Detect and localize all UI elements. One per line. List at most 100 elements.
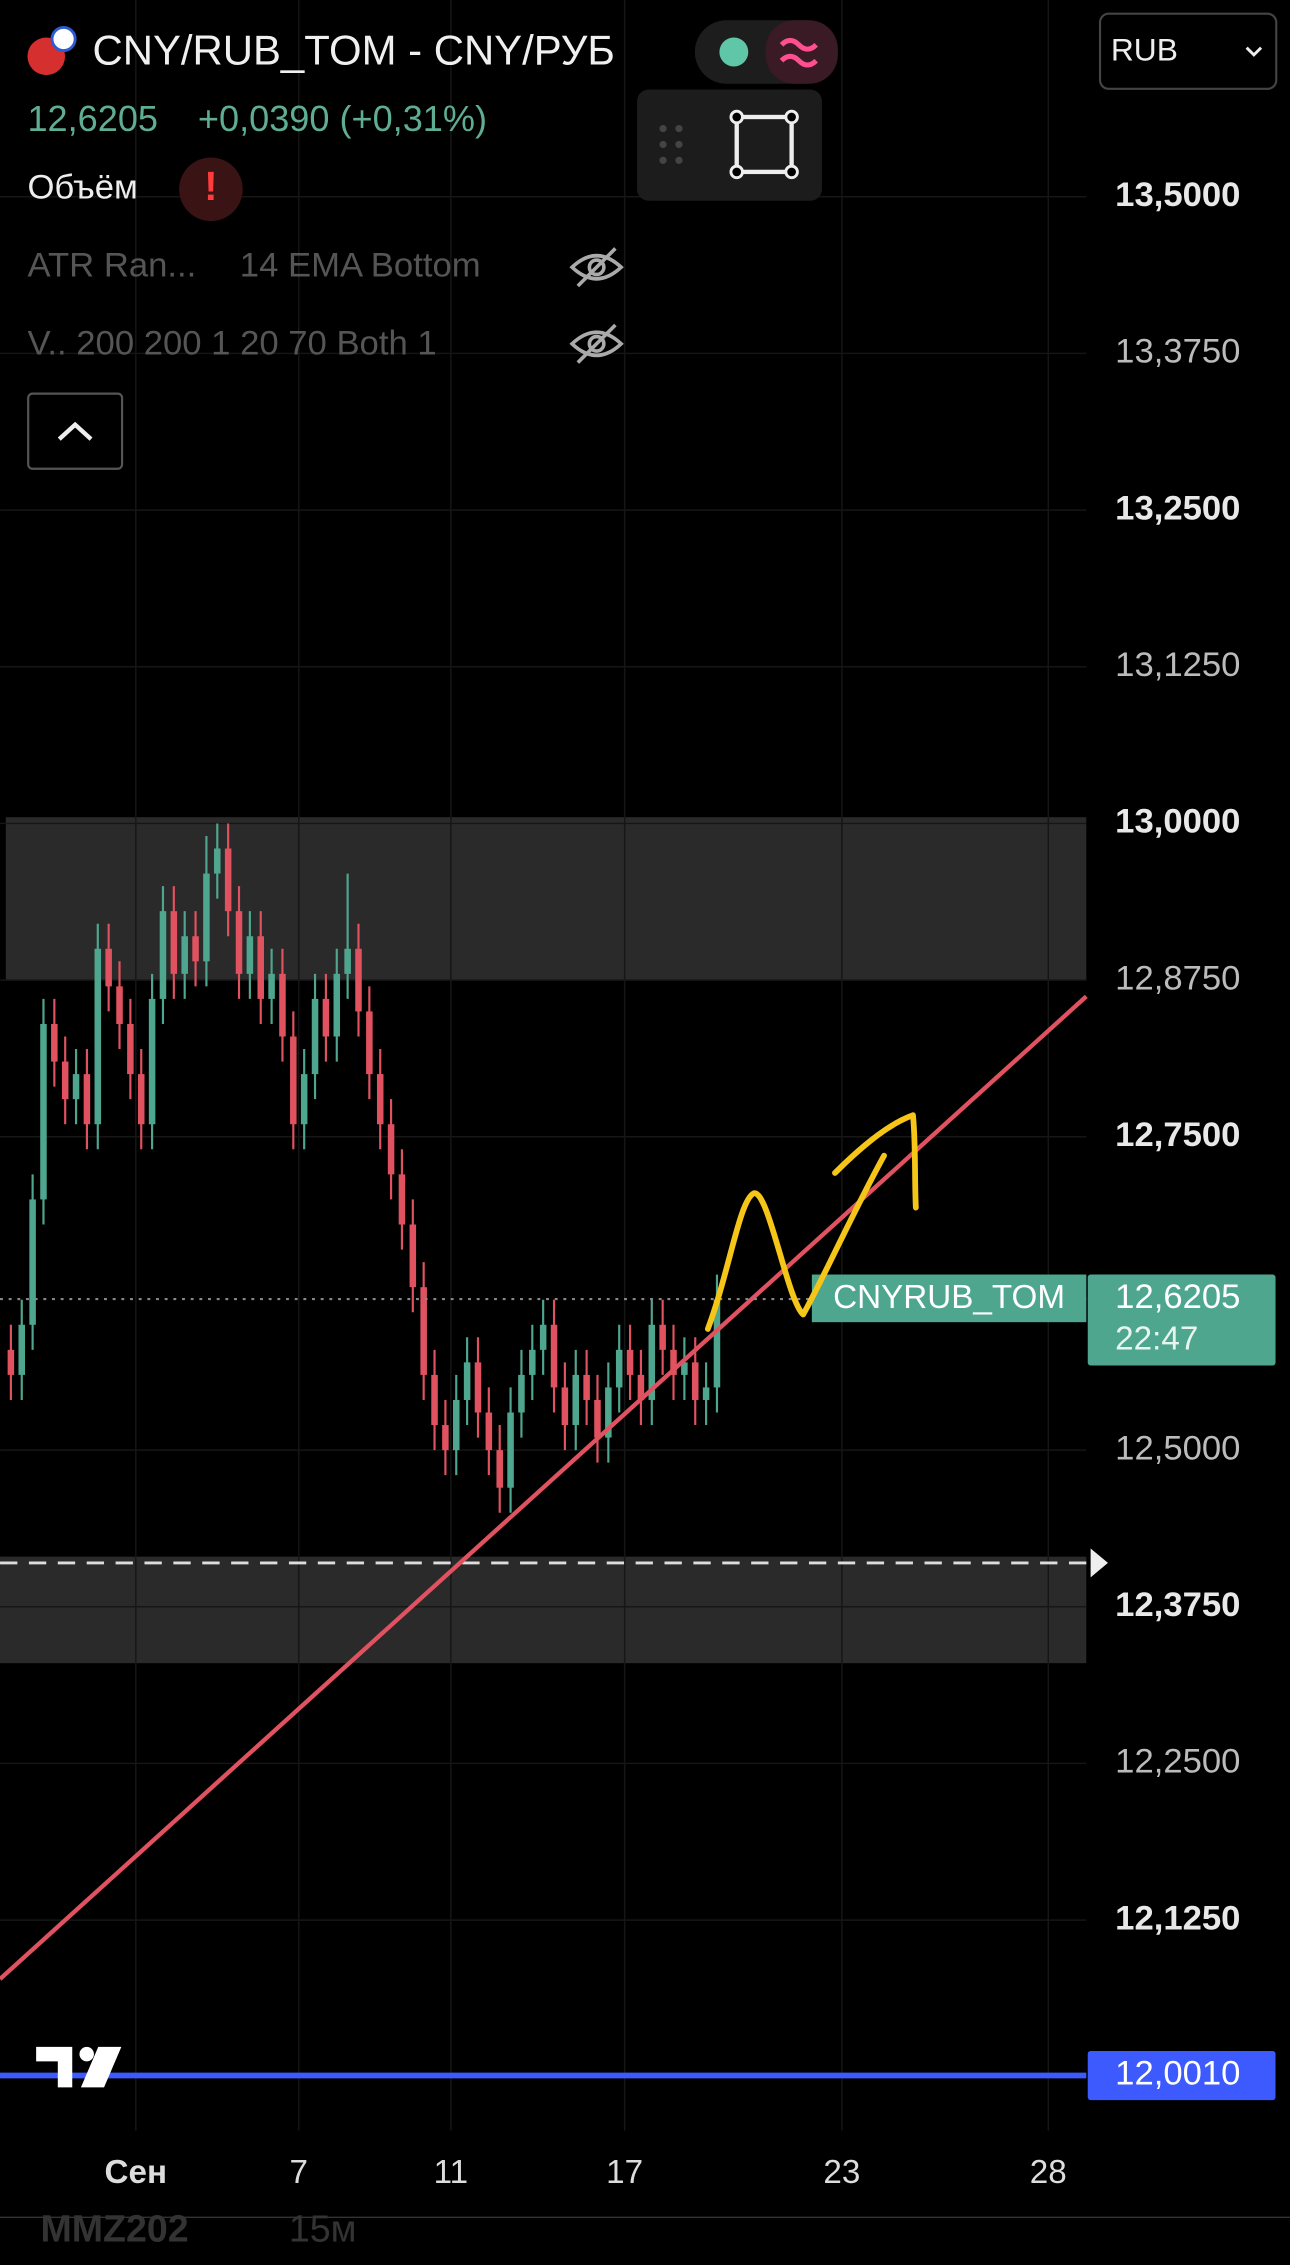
candle-body <box>474 1362 482 1413</box>
indicator-name: V.. 200 200 1 20 70 Both 1 <box>27 324 436 362</box>
candle-body <box>463 1362 471 1400</box>
candle-body <box>137 1074 145 1125</box>
candle-body <box>615 1349 623 1388</box>
volume-warning[interactable] <box>179 157 243 222</box>
candle-body <box>322 998 330 1037</box>
y-tick-label: 13,2500 <box>1115 489 1240 527</box>
symbol-label: CNYRUB_TOM <box>833 1279 1065 1316</box>
candle-body <box>40 1023 47 1200</box>
candle-body <box>29 1199 36 1325</box>
rectangle-tool[interactable] <box>729 109 799 180</box>
candle-body <box>713 1299 721 1388</box>
delay-icon <box>779 37 818 68</box>
x-tick-label: Сен <box>105 2154 168 2191</box>
candle-body <box>594 1399 601 1438</box>
last-price: 12,6205 <box>27 98 158 139</box>
candle-body <box>257 936 264 999</box>
delay-badge <box>765 20 838 84</box>
indicator-params: 14 EMA Bottom <box>240 246 481 284</box>
candle-body <box>431 1374 438 1426</box>
candle-body <box>637 1374 645 1400</box>
candle-body <box>192 936 199 962</box>
price-label: 12,6205 <box>1115 1278 1240 1316</box>
candle-body <box>659 1324 666 1350</box>
candle-body <box>148 998 156 1125</box>
candle-body <box>235 911 243 974</box>
candle-body <box>268 973 275 999</box>
candle-body <box>344 948 351 974</box>
candle-body <box>279 973 286 1037</box>
price-zone <box>0 1556 1087 1664</box>
candle-body <box>127 1023 134 1075</box>
candle-body <box>485 1412 493 1451</box>
candle-body <box>561 1387 569 1426</box>
dropdown-chevron <box>1245 46 1263 57</box>
footer-interval: 15м <box>289 2208 357 2250</box>
candle-body <box>420 1287 427 1375</box>
y-tick-label: 12,1250 <box>1115 1899 1240 1937</box>
candle-body <box>290 1036 297 1125</box>
candle-body <box>670 1349 677 1375</box>
x-tick-label: 17 <box>606 2154 643 2191</box>
x-tick-label: 23 <box>823 2154 860 2191</box>
flag-rub <box>50 26 77 53</box>
candle-body <box>83 1074 91 1125</box>
collapse-button[interactable] <box>27 392 124 470</box>
level-marker <box>1090 1548 1108 1578</box>
candle-body <box>387 1124 395 1175</box>
y-tick-label: 13,0000 <box>1115 803 1240 841</box>
plot-area: 13,5000 13,3750 13,2500 13,1250 13,0000 12,87… <box>0 0 1276 2191</box>
candle-body <box>333 973 341 1037</box>
candle-body <box>702 1387 710 1400</box>
y-tick-label: 13,5000 <box>1115 176 1240 214</box>
candle-body <box>18 1324 26 1375</box>
y-tick-label: 12,3750 <box>1115 1586 1240 1624</box>
y-tick-label: 13,1250 <box>1115 646 1240 684</box>
candle-body <box>170 911 178 974</box>
price-change: +0,0390 (+0,31%) <box>198 98 487 139</box>
candle-body <box>51 1023 58 1062</box>
x-tick-label: 28 <box>1030 2154 1067 2191</box>
candle-body <box>61 1061 69 1100</box>
y-tick-label: 12,2500 <box>1115 1743 1240 1781</box>
drag-handle <box>659 124 683 164</box>
hidden-eye-icon[interactable] <box>569 247 624 288</box>
price-label-box <box>1087 1274 1276 1366</box>
candle-body <box>214 848 221 874</box>
candle-body <box>181 936 188 974</box>
y-tick-label: 12,8750 <box>1115 959 1240 997</box>
candle-body <box>539 1324 547 1350</box>
volume-label: Объём <box>27 168 137 206</box>
candle-body <box>507 1412 514 1488</box>
candle-body <box>116 986 123 1024</box>
market-open-dot <box>719 37 749 67</box>
x-tick-label: 11 <box>434 2154 468 2191</box>
candle-body <box>583 1374 590 1400</box>
candle-body <box>376 1074 384 1125</box>
candle-body <box>518 1374 525 1413</box>
candle-body <box>366 1011 373 1075</box>
alert-label: 12,0010 <box>1115 2055 1240 2093</box>
candle-body <box>203 873 210 962</box>
warning-mark: ! <box>204 163 217 209</box>
candle-body <box>7 1349 15 1375</box>
candle-body <box>72 1074 80 1100</box>
candle-body <box>626 1349 634 1375</box>
candle-body <box>311 998 319 1075</box>
candle-body <box>529 1349 536 1375</box>
indicator-name: ATR Ran... <box>27 246 196 284</box>
candle-body <box>648 1324 656 1400</box>
candle-body <box>496 1450 503 1488</box>
candle-body <box>691 1362 699 1400</box>
candle-body <box>300 1074 308 1125</box>
alert-label-box <box>1087 2050 1276 2101</box>
time-label: 22:47 <box>1115 1321 1198 1358</box>
trend-line <box>0 994 1088 1981</box>
tradingview-logo <box>36 2046 122 2088</box>
hidden-eye-icon[interactable] <box>569 323 624 364</box>
currency-select[interactable] <box>1098 12 1278 90</box>
chevron-up <box>57 421 93 441</box>
